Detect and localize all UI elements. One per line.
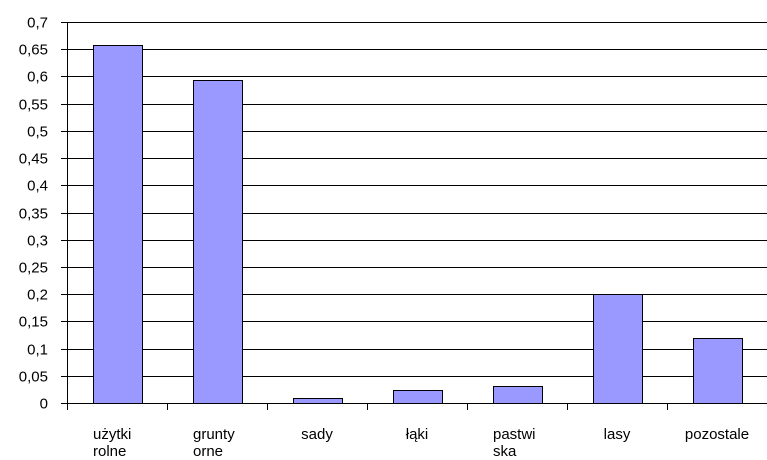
y-tick-label: 0,15: [19, 314, 48, 331]
x-tick-label-line: lasy: [604, 426, 631, 443]
bar: [593, 294, 643, 404]
y-tick-label: 0,65: [19, 42, 48, 59]
x-tick-label: grunty orne: [193, 426, 235, 460]
bar: [193, 80, 243, 404]
y-tick-label: 0,4: [27, 178, 48, 195]
y-tick-label: 0,05: [19, 369, 48, 386]
y-tick-label: 0,7: [27, 15, 48, 32]
axes: [61, 22, 767, 410]
y-tick-label: 0,25: [19, 260, 48, 277]
x-tick-label-line: użytki: [93, 426, 131, 443]
x-tick-label-line: pastwi: [493, 426, 536, 443]
y-tick-labels: 0 0,05 0,1 0,15 0,2 0,25 0,3 0,35 0,4 0,45 0,5 0,55…: [19, 15, 48, 413]
x-tick-label-line: łąki: [406, 426, 429, 443]
x-tick-labels: użytki rolne grunty orne sady łąki pastwi ska la…: [93, 426, 749, 460]
y-tick-label: 0: [40, 396, 48, 413]
bar: [93, 45, 143, 404]
x-tick-label: lasy: [604, 426, 631, 443]
x-tick-label: sady: [301, 426, 333, 443]
x-tick-label-line: pozostale: [685, 426, 749, 443]
x-tick-label-line: ska: [493, 443, 517, 460]
y-tick-label: 0,6: [27, 69, 48, 86]
bar: [293, 398, 343, 404]
bar: [393, 390, 443, 404]
x-tick-label-line: grunty: [193, 426, 235, 443]
y-tick-label: 0,45: [19, 151, 48, 168]
bar: [493, 386, 543, 404]
y-tick-label: 0,35: [19, 206, 48, 223]
bar: [693, 338, 743, 404]
x-tick-label: łąki: [406, 426, 429, 443]
x-tick-label: użytki rolne: [93, 426, 131, 460]
x-tick-label: pastwi ska: [493, 426, 536, 460]
y-tick-label: 0,55: [19, 97, 48, 114]
bars: [93, 45, 743, 404]
x-tick-label-line: rolne: [93, 443, 126, 460]
x-tick-label: pozostale: [685, 426, 749, 443]
gridlines: [67, 22, 767, 377]
y-tick-label: 0,2: [27, 287, 48, 304]
y-tick-label: 0,3: [27, 233, 48, 250]
x-tick-label-line: orne: [193, 443, 223, 460]
x-tick-label-line: sady: [301, 426, 333, 443]
y-tick-label: 0,1: [27, 342, 48, 359]
y-tick-label: 0,5: [27, 124, 48, 141]
